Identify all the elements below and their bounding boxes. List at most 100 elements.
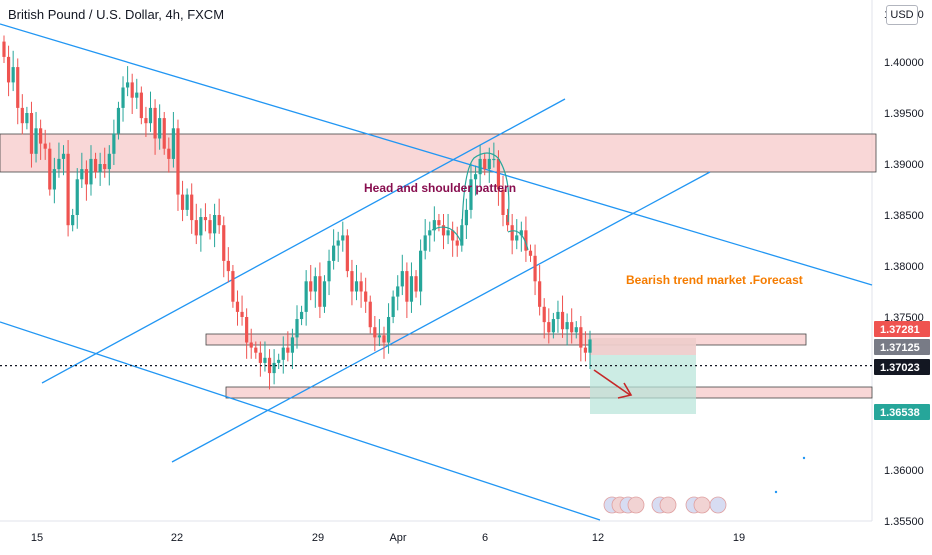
candle-body[interactable]	[423, 235, 427, 251]
candle-body[interactable]	[240, 311, 244, 317]
candle-body[interactable]	[501, 189, 505, 216]
candle-body[interactable]	[455, 240, 459, 246]
candle-body[interactable]	[80, 169, 84, 180]
candle-body[interactable]	[414, 276, 418, 292]
candle-body[interactable]	[203, 217, 208, 221]
event-flag-icon[interactable]	[709, 496, 727, 514]
candle-body[interactable]	[11, 67, 15, 83]
candle-body[interactable]	[176, 128, 180, 195]
candle-body[interactable]	[52, 169, 56, 190]
candle-body[interactable]	[396, 286, 400, 297]
candle-body[interactable]	[446, 230, 450, 236]
candle-body[interactable]	[107, 153, 111, 170]
candle-body[interactable]	[345, 235, 349, 272]
candle-body[interactable]	[483, 158, 487, 170]
candle-body[interactable]	[153, 107, 157, 139]
candle-body[interactable]	[359, 281, 363, 292]
candle-body[interactable]	[419, 250, 423, 292]
candle-body[interactable]	[565, 322, 569, 330]
candle-body[interactable]	[148, 107, 153, 124]
candle-body[interactable]	[272, 362, 276, 374]
candle-body[interactable]	[327, 260, 331, 282]
candle-body[interactable]	[341, 235, 345, 241]
candle-body[interactable]	[533, 255, 537, 282]
candle-body[interactable]	[29, 113, 34, 154]
currency-badge[interactable]: USD	[886, 5, 918, 25]
candle-body[interactable]	[130, 82, 134, 98]
candle-body[interactable]	[556, 311, 560, 320]
candle-body[interactable]	[309, 281, 313, 292]
candle-body[interactable]	[510, 225, 514, 241]
candle-body[interactable]	[16, 67, 20, 108]
candle-body[interactable]	[473, 174, 478, 180]
candle-body[interactable]	[208, 220, 212, 234]
trendline-upper-descending[interactable]	[0, 23, 873, 286]
candle-body[interactable]	[48, 148, 52, 190]
candle-body[interactable]	[194, 220, 198, 236]
trendline-lower-descending[interactable]	[0, 321, 601, 521]
candle-body[interactable]	[350, 271, 354, 292]
candle-body[interactable]	[364, 291, 368, 302]
candle-body[interactable]	[235, 301, 240, 312]
candle-body[interactable]	[492, 158, 496, 161]
candle-body[interactable]	[162, 118, 166, 149]
candle-body[interactable]	[400, 271, 404, 287]
candle-body[interactable]	[267, 357, 272, 374]
candle-body[interactable]	[158, 118, 162, 139]
candle-body[interactable]	[93, 158, 98, 173]
candle-body[interactable]	[185, 194, 189, 210]
event-flag-icon[interactable]	[693, 496, 711, 514]
forecast-arrow-line[interactable]	[593, 369, 631, 396]
stop-box[interactable]	[590, 338, 696, 355]
candle-body[interactable]	[322, 281, 327, 307]
candle-body[interactable]	[25, 113, 29, 124]
candle-body[interactable]	[286, 347, 290, 353]
candle-body[interactable]	[441, 225, 446, 236]
candle-body[interactable]	[245, 317, 249, 343]
candle-body[interactable]	[313, 276, 317, 292]
candle-body[interactable]	[437, 220, 441, 226]
candle-body[interactable]	[428, 230, 432, 236]
candle-body[interactable]	[409, 276, 414, 302]
candle-body[interactable]	[61, 153, 66, 159]
candle-body[interactable]	[231, 271, 235, 302]
candle-body[interactable]	[263, 357, 267, 363]
candle-body[interactable]	[583, 347, 588, 353]
candle-body[interactable]	[199, 217, 203, 236]
candle-body[interactable]	[318, 276, 322, 307]
candle-body[interactable]	[386, 317, 391, 343]
candle-body[interactable]	[171, 128, 175, 159]
candle-body[interactable]	[135, 92, 139, 98]
candle-body[interactable]	[574, 327, 578, 333]
candle-body[interactable]	[336, 240, 340, 246]
candle-body[interactable]	[226, 260, 230, 272]
candle-body[interactable]	[354, 281, 359, 292]
candle-body[interactable]	[254, 347, 258, 353]
candle-body[interactable]	[103, 164, 107, 170]
candle-body[interactable]	[6, 56, 11, 83]
candle-body[interactable]	[217, 215, 221, 226]
candle-body[interactable]	[332, 245, 336, 261]
forecast-arrow-head[interactable]	[617, 382, 633, 399]
candle-body[interactable]	[112, 133, 116, 154]
candle-body[interactable]	[71, 215, 75, 226]
candle-body[interactable]	[391, 296, 395, 317]
event-flag-icon[interactable]	[659, 496, 677, 514]
candle-body[interactable]	[538, 281, 542, 307]
candle-body[interactable]	[121, 87, 125, 108]
candle-body[interactable]	[290, 337, 295, 353]
candle-body[interactable]	[373, 327, 377, 338]
trendline-channel-lower[interactable]	[41, 98, 566, 384]
resistance-zone[interactable]	[0, 133, 877, 173]
candle-body[interactable]	[547, 322, 551, 333]
head-shoulder-curve[interactable]	[431, 152, 529, 251]
candle-body[interactable]	[519, 230, 523, 236]
candle-body[interactable]	[515, 235, 519, 241]
candle-body[interactable]	[382, 335, 386, 343]
candle-body[interactable]	[551, 319, 555, 333]
candle-body[interactable]	[464, 209, 468, 226]
candle-body[interactable]	[451, 230, 455, 241]
candle-body[interactable]	[43, 143, 47, 149]
candle-body[interactable]	[570, 322, 574, 333]
